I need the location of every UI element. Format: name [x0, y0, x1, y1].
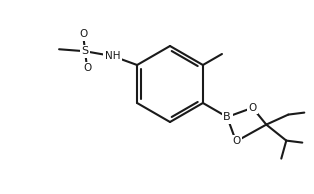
Text: S: S [82, 46, 89, 56]
Text: B: B [223, 112, 231, 122]
Text: O: O [79, 29, 87, 39]
Text: NH: NH [105, 51, 120, 61]
Text: O: O [248, 103, 257, 113]
Text: O: O [232, 136, 240, 146]
Text: O: O [83, 63, 91, 73]
